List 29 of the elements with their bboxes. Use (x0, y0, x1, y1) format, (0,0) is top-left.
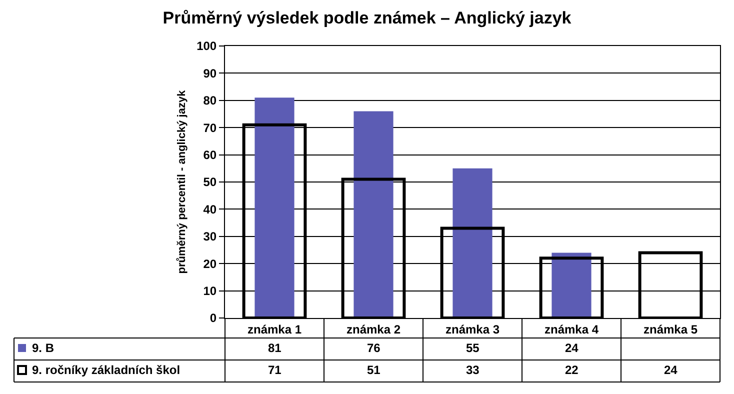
y-tick-label: 80 (203, 94, 217, 108)
y-tick-label: 40 (203, 202, 217, 216)
legend-label: 9. B (32, 341, 54, 355)
x-tick-label: známka 3 (445, 322, 500, 336)
data-label: 76 (367, 341, 381, 355)
y-tick-label: 90 (203, 66, 217, 80)
chart-title: Průměrný výsledek podle známek – Anglický jazyk (162, 8, 572, 28)
data-label: 22 (565, 363, 579, 377)
legend-label: 9. ročníky základních škol (32, 363, 180, 377)
y-tick-label: 0 (210, 311, 217, 326)
y-tick-label: 100 (196, 39, 217, 54)
x-tick-label: známka 1 (247, 322, 302, 336)
y-tick-label: 10 (203, 284, 217, 298)
data-label: 51 (367, 363, 381, 377)
y-tick-label: 30 (203, 230, 217, 244)
y-tick-label: 50 (203, 175, 217, 190)
x-tick-label: známka 5 (643, 322, 698, 336)
x-tick-label: známka 2 (346, 322, 401, 336)
data-label: 24 (664, 363, 678, 377)
data-label: 71 (268, 363, 282, 377)
data-label: 33 (466, 363, 480, 377)
data-label: 24 (565, 341, 579, 355)
y-tick-label: 20 (203, 256, 217, 271)
data-label: 55 (466, 341, 480, 355)
y-axis-title: průměrný percentil - anglický jazyk (176, 89, 188, 274)
y-tick-label: 60 (203, 148, 217, 162)
x-tick-label: známka 4 (544, 322, 599, 336)
data-label: 81 (268, 341, 282, 355)
y-tick-label: 70 (203, 120, 217, 135)
